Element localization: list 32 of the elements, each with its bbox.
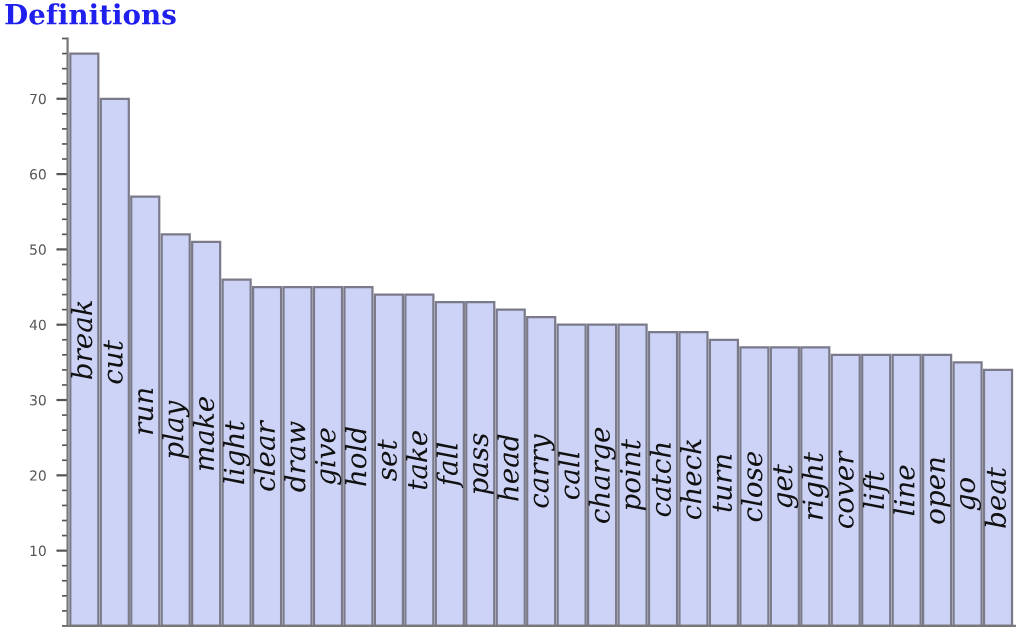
- x-tick-label: go: [960, 478, 982, 511]
- x-tick-label: beat: [984, 466, 1007, 528]
- x-tick-label: charge: [588, 427, 616, 523]
- x-tick-label: clear: [253, 419, 276, 491]
- x-tick-label: line: [893, 465, 915, 516]
- x-tick-label: pass: [473, 433, 494, 495]
- x-tick-label: cover: [838, 450, 854, 529]
- x-tick-label: lift: [862, 470, 890, 509]
- x-tick-label: right: [801, 452, 829, 520]
- x-tick-label: head: [497, 434, 519, 501]
- x-tick-label: run: [138, 388, 154, 434]
- x-tick-label: draw: [284, 421, 306, 492]
- x-tick-label: make: [192, 397, 215, 471]
- x-tick-label: break: [70, 300, 93, 380]
- chart-title: Definitions: [5, 3, 176, 25]
- x-tick-label: fall: [436, 442, 464, 489]
- x-tick-label: play: [162, 400, 190, 459]
- x-tick-label: set: [377, 439, 397, 481]
- x-tick-label: close: [740, 451, 763, 522]
- x-tick-label: call: [558, 451, 580, 500]
- x-tick-label: get: [773, 463, 799, 509]
- x-tick-label: point: [619, 439, 646, 511]
- x-tick-label: hold: [345, 426, 367, 486]
- x-tick-label: light: [222, 420, 251, 484]
- x-tick-label: carry: [533, 434, 555, 508]
- x-tick-label: catch: [649, 443, 672, 517]
- x-tick-label: take: [405, 431, 428, 490]
- x-tick-label: turn: [712, 454, 732, 512]
- x-tick-label: check: [680, 439, 702, 520]
- x-tick-label: open: [929, 457, 951, 524]
- x-tick-label: give: [314, 428, 342, 485]
- x-tick-label: cut: [103, 340, 123, 384]
